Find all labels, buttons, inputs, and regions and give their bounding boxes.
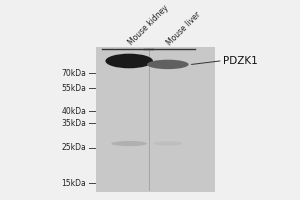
Text: 25kDa: 25kDa — [61, 143, 86, 152]
Ellipse shape — [147, 60, 189, 69]
Text: 15kDa: 15kDa — [61, 179, 86, 188]
Text: 70kDa: 70kDa — [61, 69, 86, 78]
Ellipse shape — [153, 141, 183, 146]
Text: 40kDa: 40kDa — [61, 107, 86, 116]
Text: 55kDa: 55kDa — [61, 84, 86, 93]
Text: 35kDa: 35kDa — [61, 119, 86, 128]
Ellipse shape — [111, 141, 147, 146]
Ellipse shape — [105, 54, 153, 68]
Bar — [97, 47, 215, 192]
Text: Mouse kidney: Mouse kidney — [126, 4, 170, 47]
Text: Mouse liver: Mouse liver — [165, 10, 202, 47]
Text: PDZK1: PDZK1 — [223, 56, 258, 66]
